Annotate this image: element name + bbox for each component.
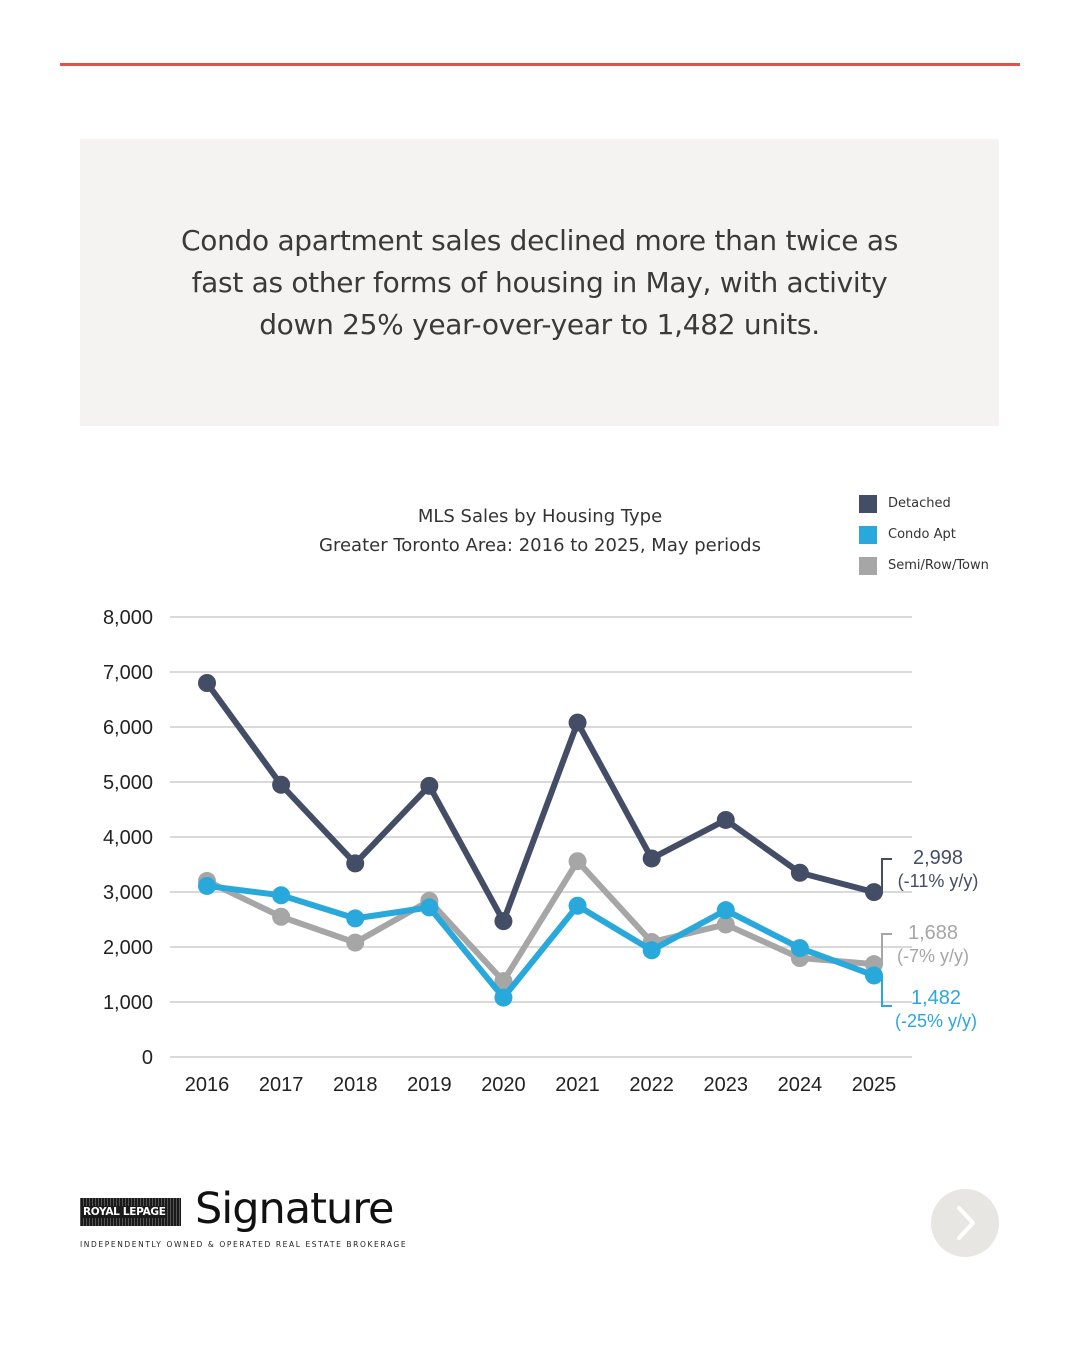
data-point [272,886,291,905]
x-tick-label: 2023 [704,1074,749,1096]
legend-label-condo: Condo Apt [888,527,956,542]
data-point [568,896,587,915]
annotation-value: 1,482 [911,987,961,1009]
data-point [865,966,883,985]
legend-item-condo: Condo Apt [859,519,989,550]
annotation-change: (-25% y/y) [895,1011,977,1031]
legend-item-semi: Semi/Row/Town [859,550,989,581]
top-accent-rule [60,63,1020,66]
x-tick-label: 2019 [407,1074,452,1096]
brokerage-logo: ROYAL LEPAGE Signature INDEPENDENTLY OWN… [80,1184,420,1252]
y-tick-label: 3,000 [103,882,153,904]
data-point [865,883,883,902]
y-tick-label: 8,000 [103,607,153,629]
legend-item-detached: Detached [859,488,989,519]
data-point [642,849,661,868]
data-point [420,898,439,917]
annotation-value: 1,688 [908,922,958,944]
brand-tagline: INDEPENDENTLY OWNED & OPERATED REAL ESTA… [80,1240,408,1249]
data-point [198,674,216,692]
data-point [272,907,291,926]
annotation-value: 2,998 [913,847,963,869]
annotation-change: (-7% y/y) [897,946,969,966]
x-tick-label: 2024 [778,1074,823,1096]
data-point [346,933,365,952]
legend-swatch-detached [859,494,877,513]
data-point [716,915,735,934]
chart-subtitle: Greater Toronto Area: 2016 to 2025, May … [319,535,761,556]
data-point [494,972,513,991]
royal-lepage-mark: ROYAL LEPAGE [80,1198,181,1226]
annotation-connector [878,974,892,1007]
annotation-connector [878,933,892,966]
x-tick-label: 2020 [481,1074,526,1096]
series-line-1 [204,882,877,1001]
line-chart: 0 1,000 2,000 3,000 4,000 5,000 6,000 7,000 8,00… [103,607,979,1096]
legend-label-detached: Detached [888,496,951,511]
next-slide-button[interactable] [931,1189,999,1257]
series-line-0 [204,680,877,925]
y-tick-label: 2,000 [103,937,153,959]
data-point [790,863,809,882]
x-tick-label: 2025 [852,1074,897,1096]
chart-title: MLS Sales by Housing Type [417,506,663,527]
y-tick-label: 4,000 [103,827,153,849]
data-point [790,939,809,958]
legend-label-semi: Semi/Row/Town [888,558,989,573]
y-tick-label: 5,000 [103,772,153,794]
data-point [346,909,365,928]
x-tick-label: 2022 [629,1074,674,1096]
legend-swatch-semi [859,556,877,575]
data-point [420,776,439,795]
data-point [716,901,735,920]
annotation-connector [878,858,892,894]
headline-panel: Condo apartment sales declined more than… [80,139,999,426]
x-tick-label: 2016 [185,1074,230,1096]
chevron-right-icon [957,1206,975,1240]
data-point [272,775,291,794]
y-tick-label: 7,000 [103,662,153,684]
headline-text: Condo apartment sales declined more than… [181,223,898,341]
data-point [716,810,735,829]
annotation-change: (-11% y/y) [898,871,979,891]
x-tick-label: 2017 [259,1074,304,1096]
data-point [568,713,587,732]
data-point [494,912,513,931]
data-point [642,941,661,960]
data-point [568,852,587,871]
x-tick-label: 2018 [333,1074,378,1096]
series-line-2 [204,858,877,985]
brand-name: Signature [195,1184,394,1234]
y-tick-label: 6,000 [103,717,153,739]
x-tick-label: 2021 [555,1074,600,1096]
legend-swatch-condo [859,525,877,544]
y-tick-label: 0 [142,1047,153,1069]
royal-lepage-text: ROYAL LEPAGE [83,1206,166,1218]
chart-title-block: MLS Sales by Housing Type Greater Toront… [240,502,840,560]
chart-legend: Detached Condo Apt Semi/Row/Town [859,488,989,581]
data-point [494,988,513,1007]
y-tick-label: 1,000 [103,992,153,1014]
data-point [198,876,216,895]
data-point [346,854,365,873]
